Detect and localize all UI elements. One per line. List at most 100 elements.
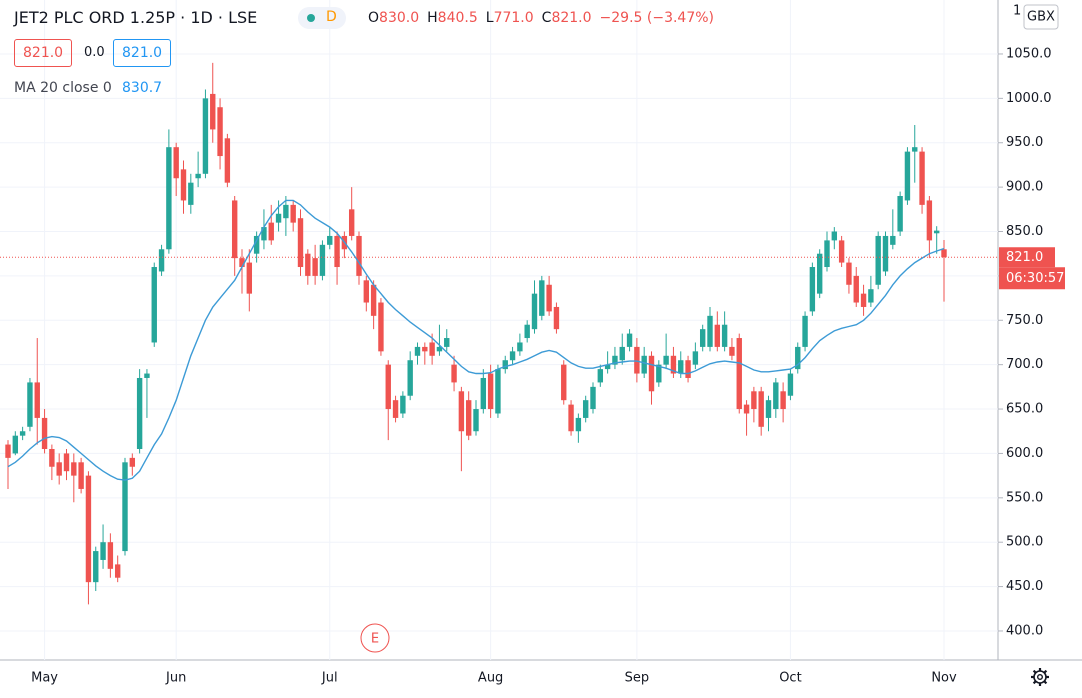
ohlc-value: 830.0	[379, 10, 420, 26]
candle-body	[582, 400, 589, 418]
x-tick-label: Aug	[478, 671, 503, 686]
candle-body	[12, 435, 19, 454]
candle-body	[604, 364, 611, 370]
candle-body	[107, 542, 114, 569]
candle-body	[239, 258, 245, 268]
candle-body	[875, 235, 881, 285]
candle-body	[663, 355, 669, 365]
candle-body	[480, 377, 487, 410]
candle-body	[634, 346, 640, 374]
x-tick-label: Sep	[625, 671, 650, 686]
y-tick-label: 750.0	[1006, 313, 1043, 328]
candle-body	[575, 417, 582, 432]
candle-body	[63, 453, 70, 472]
settings-icon[interactable]	[1031, 668, 1049, 686]
y-tick-label: 900.0	[1006, 180, 1043, 195]
candle-body	[473, 409, 479, 432]
x-tick-label: Jul	[321, 671, 338, 686]
candle-body	[597, 369, 604, 383]
candle-body	[180, 169, 187, 201]
bid[interactable]: 821.0	[14, 39, 73, 67]
last-price-label: 821.0	[1006, 250, 1043, 265]
candle-body	[253, 235, 260, 254]
candle-body	[414, 346, 421, 356]
candle-body	[144, 373, 150, 378]
change: −29.5 (−3.47%)	[599, 10, 715, 26]
candle-body	[619, 346, 625, 361]
ohlc-value: 821.0	[551, 10, 592, 26]
x-tick-label: Oct	[779, 671, 801, 686]
candle-body	[385, 364, 391, 410]
candle-body	[363, 280, 370, 303]
candle-body	[290, 204, 296, 223]
currency-box[interactable]	[1023, 4, 1059, 30]
candle-body	[202, 98, 209, 174]
y-tick-label: 950.0	[1006, 135, 1043, 150]
candle-body	[502, 360, 508, 370]
status-pill[interactable]: D	[298, 7, 346, 29]
candle-body	[224, 138, 231, 183]
candle-body	[422, 346, 428, 352]
candle-body	[71, 462, 77, 476]
y-tick-label: 850.0	[1006, 224, 1043, 239]
candle-body	[458, 391, 465, 432]
y-tick-label: 550.0	[1006, 490, 1043, 505]
candle-body	[853, 275, 859, 303]
indicator-value: 830.7	[122, 80, 163, 96]
candle-body	[531, 293, 538, 330]
earnings-label: E	[371, 632, 379, 647]
candle-body	[699, 329, 706, 347]
candle-body	[729, 346, 735, 356]
candle-body	[378, 302, 384, 352]
candle-body	[626, 333, 633, 347]
candle-body	[539, 280, 545, 316]
candle-body	[751, 391, 757, 410]
candle-body	[436, 346, 443, 352]
status-marker: D	[326, 9, 337, 25]
candle-body	[926, 200, 933, 241]
candle-body	[100, 542, 106, 560]
scale-label: 1	[1013, 4, 1021, 19]
candle-body	[941, 249, 947, 258]
candle-body	[173, 147, 179, 179]
candle-body	[78, 462, 84, 489]
moving-average	[7, 199, 945, 481]
candle-body	[136, 377, 143, 449]
ohlc-value: 771.0	[493, 10, 534, 26]
candle-body	[451, 364, 457, 383]
candle-body	[41, 417, 48, 449]
candle-body	[444, 338, 450, 347]
candle-body	[129, 457, 136, 467]
candle-body	[904, 151, 911, 201]
x-tick-label: Jun	[165, 671, 186, 686]
candle-body	[85, 475, 92, 583]
candle-body	[400, 395, 406, 414]
candle-body	[517, 342, 523, 352]
earnings-marker[interactable]	[360, 623, 390, 653]
candle-body	[678, 360, 684, 374]
candle-body	[838, 240, 845, 263]
candle-body	[612, 355, 618, 365]
candle-body	[802, 315, 808, 347]
countdown-box	[999, 267, 1065, 290]
last-price-box	[999, 247, 1055, 268]
candle-body	[553, 306, 560, 330]
y-tick-label: 1050.0	[1006, 46, 1052, 61]
candle-body	[465, 400, 472, 436]
candle-body	[919, 151, 925, 205]
candle-body	[49, 448, 55, 467]
candle-body	[217, 107, 223, 157]
x-tick-label: May	[31, 671, 58, 686]
candle-body	[114, 564, 121, 578]
ask[interactable]: 821.0	[113, 39, 172, 67]
y-tick-label: 450.0	[1006, 579, 1043, 594]
candle-body	[824, 240, 830, 268]
candle-body	[743, 404, 750, 414]
candle-body	[692, 351, 699, 365]
candle-body	[714, 324, 721, 347]
spread: 0.0	[84, 45, 105, 60]
candle-body	[370, 284, 377, 316]
candle-body	[736, 338, 742, 410]
candle-body	[166, 147, 172, 250]
